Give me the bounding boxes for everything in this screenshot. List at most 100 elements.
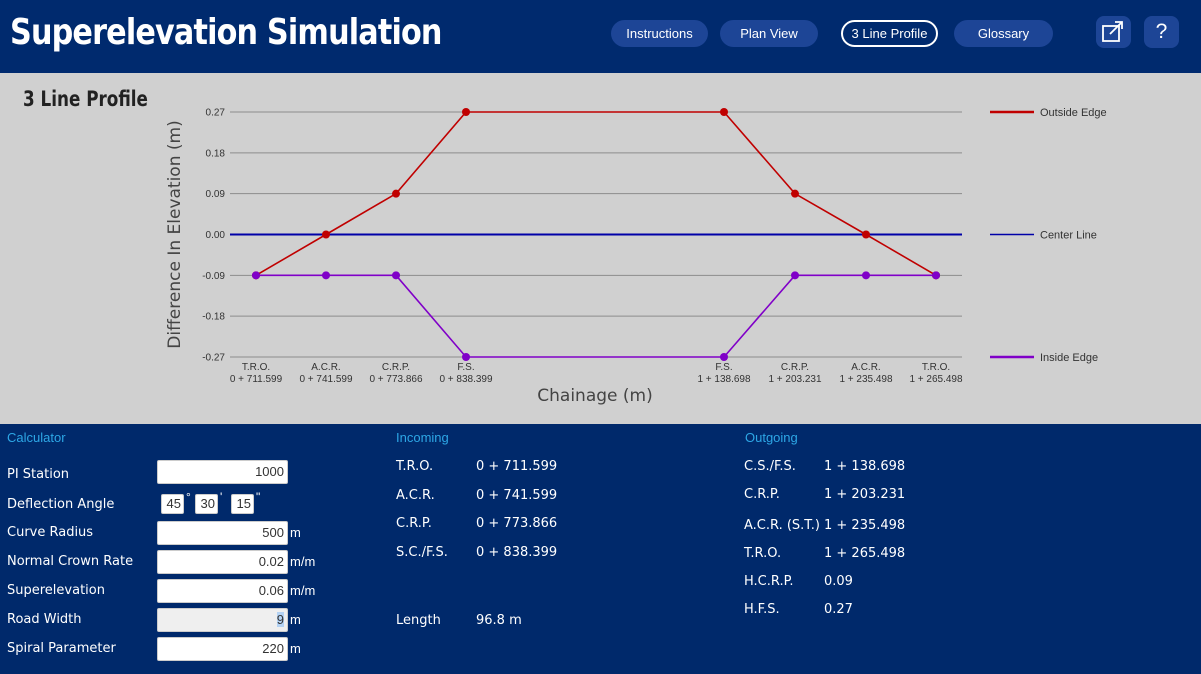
three-line-profile-button[interactable]: 3 Line Profile — [841, 20, 938, 47]
spiral-parameter-unit: m — [290, 641, 301, 656]
length-value: 96.8 m — [476, 613, 522, 628]
inside-edge-point — [932, 271, 940, 280]
external-window-icon — [1101, 21, 1123, 42]
spiral-parameter-input[interactable]: 220 — [157, 637, 288, 661]
incoming-crp-label: C.R.P. — [396, 516, 432, 531]
length-label: Length — [396, 613, 441, 628]
x-tick-value: 1 + 265.498 — [909, 374, 963, 385]
glossary-button[interactable]: Glossary — [954, 20, 1053, 47]
x-tick-value: 0 + 773.866 — [369, 374, 423, 385]
inside-edge-point — [392, 271, 400, 280]
hfs-value: 0.27 — [824, 602, 853, 617]
outgoing-title: Outgoing — [745, 430, 798, 445]
road-width-value: 9 — [276, 612, 284, 627]
deflection-degrees-input[interactable]: 45 — [161, 494, 184, 514]
superelevation-label: Superelevation — [7, 583, 105, 598]
incoming-tro-value: 0 + 711.599 — [476, 459, 558, 474]
incoming-acr-value: 0 + 741.599 — [476, 488, 558, 503]
normal-crown-rate-unit: m/m — [290, 554, 316, 569]
center-line-legend-label: Center Line — [1040, 230, 1097, 242]
inside-edge-point — [462, 353, 470, 361]
x-tick-name: T.R.O. — [922, 362, 950, 373]
incoming-scfs-value: 0 + 838.399 — [476, 545, 558, 560]
x-tick-name: C.R.P. — [382, 362, 410, 373]
incoming-title: Incoming — [396, 430, 449, 445]
outside-edge-series — [255, 111, 937, 277]
y-tick-label: -0.27 — [202, 353, 225, 364]
x-tick-value: 0 + 741.599 — [299, 374, 353, 385]
chart-heading: 3 Line Profile — [23, 87, 148, 111]
deflection-seconds-input[interactable]: 15 — [231, 494, 254, 514]
x-tick-value: 1 + 235.498 — [839, 374, 893, 385]
hcrp-label: H.C.R.P. — [744, 574, 794, 589]
x-tick-name: F.S. — [457, 362, 474, 373]
inside-edge-legend-label: Inside Edge — [1040, 352, 1098, 364]
chart-panel: 3 Line Profile 0.27 0.18 0.09 0.00 -0.09 -0.1… — [0, 73, 1201, 424]
plan-view-button[interactable]: Plan View — [720, 20, 818, 47]
help-button[interactable]: ? — [1144, 16, 1179, 48]
x-tick-name: A.C.R. — [311, 362, 340, 373]
road-width-label: Road Width — [7, 612, 82, 627]
superelevation-unit: m/m — [290, 583, 316, 598]
hfs-label: H.F.S. — [744, 602, 780, 617]
x-tick-name: T.R.O. — [242, 362, 270, 373]
y-tick-label: -0.09 — [202, 271, 225, 282]
outside-edge-point — [462, 108, 470, 116]
inside-edge-point — [791, 271, 799, 280]
outgoing-tro-label: T.R.O. — [744, 546, 782, 561]
x-tick-name: A.C.R. — [851, 362, 880, 373]
normal-crown-rate-input[interactable]: 0.02 — [157, 550, 288, 574]
popout-button[interactable] — [1096, 16, 1131, 48]
y-tick-label: 0.00 — [206, 230, 226, 241]
y-tick-label: 0.09 — [206, 189, 226, 200]
deflection-minutes-input[interactable]: 30 — [195, 494, 218, 514]
curve-radius-unit: m — [290, 525, 301, 540]
outgoing-acr-st-value: 1 + 235.498 — [824, 518, 906, 533]
road-width-unit: m — [290, 612, 301, 627]
inside-edge-point — [720, 353, 728, 361]
outgoing-tro-value: 1 + 265.498 — [824, 546, 906, 561]
profile-chart: 0.270.180.090.00-0.09-0.18-0.27T.R.O.0 +… — [165, 107, 1107, 406]
outgoing-crp-label: C.R.P. — [744, 487, 780, 502]
outside-edge-point — [862, 230, 870, 239]
second-symbol: " — [256, 490, 261, 504]
incoming-tro-label: T.R.O. — [396, 459, 434, 474]
degree-symbol: ° — [186, 490, 191, 504]
outgoing-crp-value: 1 + 203.231 — [824, 487, 906, 502]
y-tick-label: 0.18 — [206, 148, 226, 159]
outgoing-csfs-label: C.S./F.S. — [744, 459, 796, 474]
x-tick-value: 1 + 203.231 — [768, 374, 822, 385]
road-width-input[interactable]: 9 — [157, 608, 288, 632]
outside-edge-point — [720, 108, 728, 116]
inside-edge-point — [252, 271, 260, 280]
instructions-button[interactable]: Instructions — [611, 20, 708, 47]
results-panel: Calculator PI Station 1000 Deflection An… — [0, 424, 1201, 674]
inside-edge-point — [862, 271, 870, 280]
x-tick-value: 0 + 838.399 — [439, 374, 493, 385]
superelevation-input[interactable]: 0.06 — [157, 579, 288, 603]
x-tick-name: C.R.P. — [781, 362, 809, 373]
y-tick-label: -0.18 — [202, 312, 225, 323]
x-tick-name: F.S. — [715, 362, 732, 373]
minute-symbol: ' — [220, 490, 223, 504]
incoming-acr-label: A.C.R. — [396, 488, 435, 503]
outside-edge-legend-label: Outside Edge — [1040, 107, 1107, 119]
incoming-scfs-label: S.C./F.S. — [396, 545, 448, 560]
outgoing-acr-st-label: A.C.R. (S.T.) — [744, 518, 820, 533]
inside-edge-series — [256, 274, 936, 358]
y-tick-label: 0.27 — [206, 108, 226, 119]
hcrp-value: 0.09 — [824, 574, 853, 589]
y-axis-title: Difference In Elevation (m) — [165, 120, 185, 348]
normal-crown-rate-label: Normal Crown Rate — [7, 554, 134, 569]
calculator-title: Calculator — [7, 430, 66, 445]
pi-station-input[interactable]: 1000 — [157, 460, 288, 484]
outside-edge-point — [322, 230, 330, 239]
x-tick-value: 0 + 711.599 — [230, 374, 283, 385]
outside-edge-point — [392, 189, 400, 198]
deflection-angle-label: Deflection Angle — [7, 497, 115, 512]
incoming-crp-value: 0 + 773.866 — [476, 516, 558, 531]
app-title: Superelevation Simulation — [10, 12, 442, 53]
curve-radius-label: Curve Radius — [7, 525, 94, 540]
x-tick-value: 1 + 138.698 — [697, 374, 751, 385]
curve-radius-input[interactable]: 500 — [157, 521, 288, 545]
